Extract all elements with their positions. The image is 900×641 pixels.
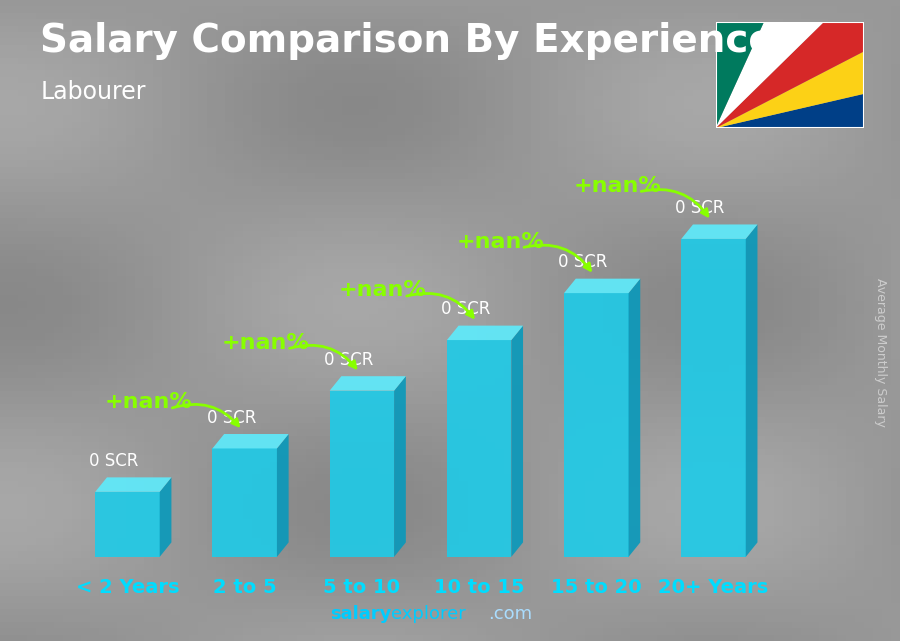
Polygon shape	[628, 279, 640, 557]
Polygon shape	[716, 0, 900, 128]
Polygon shape	[329, 376, 406, 390]
Text: +nan%: +nan%	[339, 280, 427, 301]
Polygon shape	[716, 0, 899, 128]
Polygon shape	[716, 0, 900, 128]
Polygon shape	[329, 390, 394, 557]
Polygon shape	[447, 326, 523, 340]
Text: .com: .com	[488, 605, 533, 623]
Text: salary: salary	[330, 605, 392, 623]
Polygon shape	[564, 279, 640, 293]
Polygon shape	[277, 434, 289, 557]
Polygon shape	[95, 478, 171, 492]
Polygon shape	[716, 0, 900, 128]
Polygon shape	[564, 293, 628, 557]
Text: 0 SCR: 0 SCR	[207, 409, 256, 427]
Polygon shape	[511, 326, 523, 557]
Text: 0 SCR: 0 SCR	[675, 199, 724, 217]
Polygon shape	[447, 340, 511, 557]
Text: 0 SCR: 0 SCR	[324, 351, 374, 369]
Polygon shape	[212, 449, 277, 557]
Polygon shape	[681, 224, 758, 239]
Polygon shape	[212, 434, 289, 449]
Polygon shape	[746, 224, 758, 557]
Polygon shape	[681, 239, 746, 557]
Text: +nan%: +nan%	[456, 231, 544, 251]
Text: +nan%: +nan%	[222, 333, 310, 353]
Text: Labourer: Labourer	[40, 80, 146, 104]
Polygon shape	[716, 0, 900, 128]
Polygon shape	[159, 478, 171, 557]
Text: 0 SCR: 0 SCR	[89, 452, 139, 470]
Text: Salary Comparison By Experience: Salary Comparison By Experience	[40, 22, 775, 60]
Text: 0 SCR: 0 SCR	[441, 301, 491, 319]
Text: +nan%: +nan%	[573, 176, 661, 196]
Text: Average Monthly Salary: Average Monthly Salary	[874, 278, 886, 427]
Text: +nan%: +nan%	[104, 392, 193, 412]
Polygon shape	[95, 492, 159, 557]
Polygon shape	[394, 376, 406, 557]
Text: explorer: explorer	[392, 605, 466, 623]
Text: 0 SCR: 0 SCR	[558, 253, 608, 271]
